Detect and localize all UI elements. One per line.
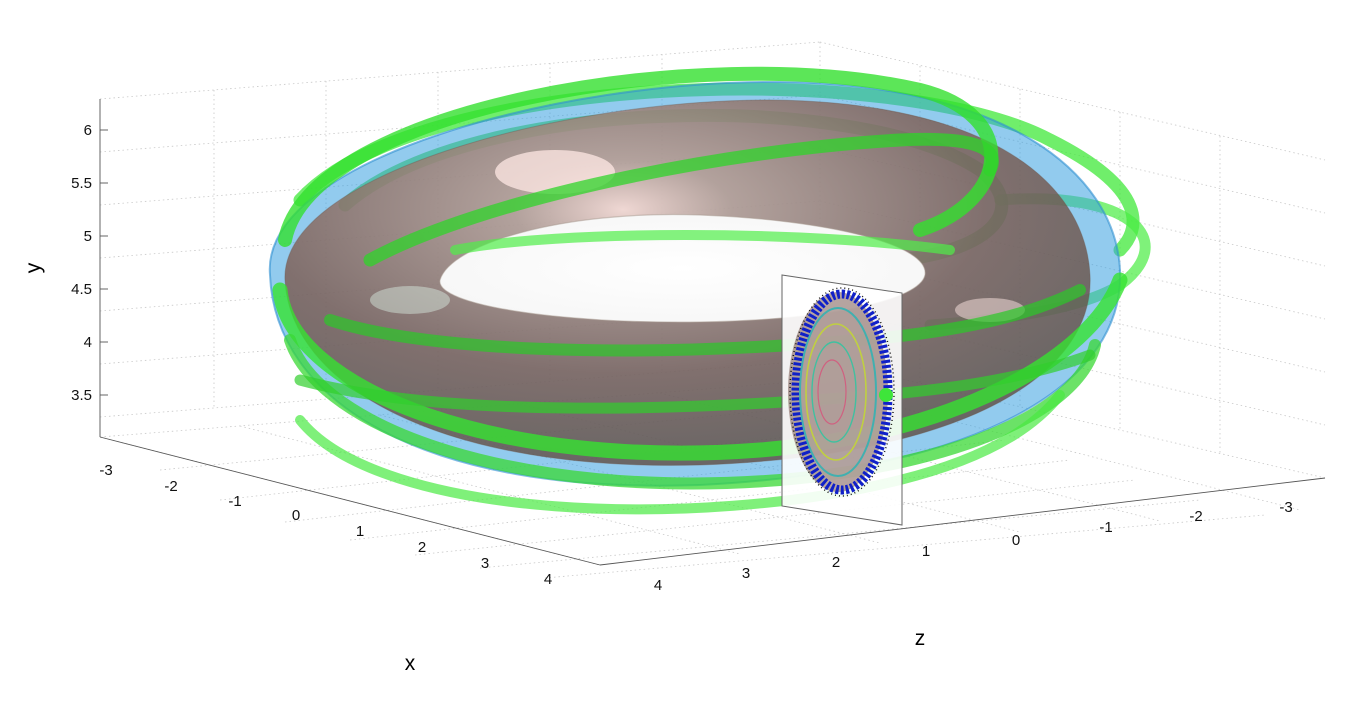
torus-highlight	[370, 286, 450, 314]
y-axis-label: y	[22, 262, 45, 273]
field-line-ribbon	[363, 132, 999, 267]
x-tick-label: -2	[164, 478, 177, 495]
section-surface-ring	[799, 307, 877, 477]
x-axis-label: x	[405, 652, 416, 675]
field-line-ribbon	[295, 390, 1065, 515]
y-axis-ticks: 6 5.5 5 4.5 4 3.5	[71, 122, 108, 404]
z-tick-label: -1	[1099, 519, 1112, 536]
field-line-ribbon	[450, 230, 955, 255]
y-tick-label: 6	[84, 122, 92, 139]
x-tick-label: 2	[418, 539, 426, 556]
y-tick-label: 3.5	[71, 387, 92, 404]
x-tick-label: -1	[228, 493, 241, 510]
axes-box	[99, 99, 1326, 566]
y-tick-label: 5	[84, 228, 92, 245]
field-line-ribbon	[324, 284, 1086, 357]
y-tick-label: 4.5	[71, 281, 92, 298]
section-cross-section	[788, 292, 888, 492]
front-field-line-ribbons	[272, 66, 1128, 515]
poincare-section	[781, 274, 903, 526]
z-axis-ticks: 4 3 2 1 0 -1 -2 -3	[654, 499, 1293, 594]
x-tick-label: -3	[99, 462, 112, 479]
z-tick-label: 2	[832, 554, 840, 571]
z-tick-label: -3	[1279, 499, 1292, 516]
z-axis-label: z	[915, 627, 926, 650]
x-tick-label: 4	[544, 571, 552, 588]
section-surface-ring	[811, 341, 857, 443]
z-tick-label: 1	[922, 543, 930, 560]
x-axis-ticks: -3 -2 -1 0 1 2 3 4	[99, 462, 552, 588]
field-line-ribbon	[272, 272, 1128, 461]
z-tick-label: 3	[742, 565, 750, 582]
z-tick-label: 0	[1012, 532, 1020, 549]
z-tick-label: -2	[1189, 508, 1202, 525]
magnetic-axis-point	[879, 388, 893, 402]
x-tick-label: 3	[481, 555, 489, 572]
x-tick-label: 0	[292, 507, 300, 524]
section-boundary-points	[789, 287, 895, 497]
z-tick-label: 4	[654, 577, 662, 594]
y-tick-label: 4	[84, 334, 92, 351]
y-tick-label: 5.5	[71, 175, 92, 192]
section-surface-ring	[817, 359, 847, 425]
x-tick-label: 1	[356, 523, 364, 540]
section-surface-ring	[805, 323, 867, 461]
